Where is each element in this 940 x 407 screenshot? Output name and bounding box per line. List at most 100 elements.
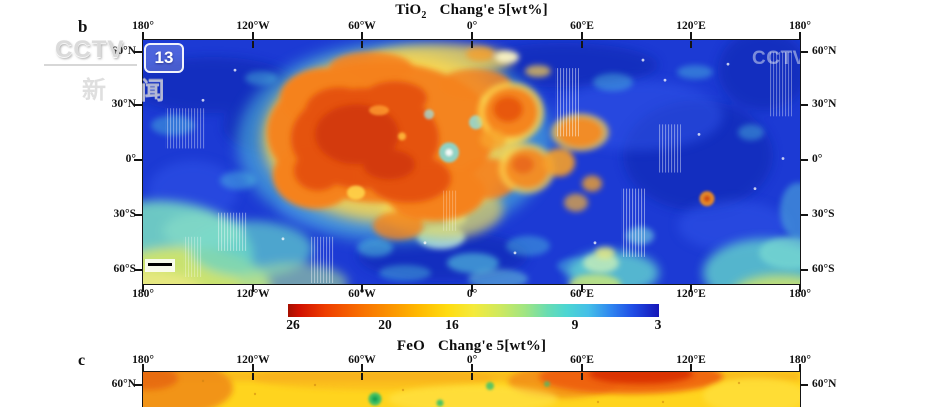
b-top-tickmark xyxy=(142,32,144,40)
cctv-logo-underline xyxy=(44,64,137,66)
b-top-tickmark xyxy=(471,32,473,40)
b-top-tick-120e: 120°E xyxy=(676,20,706,32)
tio2-colorbar xyxy=(288,304,659,317)
b-left-tick-60s: 60°S xyxy=(113,263,137,275)
b-top-tickmark xyxy=(690,32,692,40)
c-left-tick-60n: 60°N xyxy=(111,378,136,390)
colorbar-tick-9: 9 xyxy=(571,317,579,332)
striping-artifacts xyxy=(165,52,792,283)
c-left-tickmark xyxy=(134,384,142,386)
b-right-tick-60n: 60°N xyxy=(812,45,837,57)
c-top-tickmark xyxy=(142,364,144,372)
c-top-tick-0: 0° xyxy=(466,354,478,366)
cctv-corner-watermark: CCTV xyxy=(752,48,800,69)
b-left-tickmark xyxy=(134,159,142,161)
c-top-tickmark xyxy=(361,364,363,372)
c-top-tickmark-inner xyxy=(252,373,254,380)
b-top-tickmark-inner xyxy=(252,41,254,48)
colorbar-tick-20: 20 xyxy=(378,317,392,332)
b-left-tickmark xyxy=(134,104,142,106)
b-right-tick-0: 0° xyxy=(812,153,823,165)
colorbar-tick-3: 3 xyxy=(654,317,662,332)
b-left-tickmark xyxy=(134,269,142,271)
c-right-tickmark xyxy=(800,384,808,386)
c-top-tickmark xyxy=(252,364,254,372)
b-top-tick-180: 180° xyxy=(132,20,154,32)
b-left-tickmark xyxy=(134,214,142,216)
b-top-tickmark xyxy=(361,32,363,40)
c-top-tickmark xyxy=(690,364,692,372)
c-top-tickmark-inner xyxy=(471,373,473,380)
b-right-tickmark xyxy=(800,104,808,106)
cctv-channel-badge: 13 xyxy=(144,43,184,73)
b-left-tick-30s: 30°S xyxy=(113,208,137,220)
b-right-tick-60s: 60°S xyxy=(812,263,835,275)
b-left-tickmark xyxy=(134,51,142,53)
b-right-tick-30s: 30°S xyxy=(812,208,835,220)
b-left-tick-60n: 60°N xyxy=(111,45,136,57)
panel-b-title-subscript: 2 xyxy=(421,10,427,21)
b-bottom-tick-0: 0° xyxy=(466,288,478,300)
c-top-tickmark xyxy=(581,364,583,372)
b-top-tickmark xyxy=(252,32,254,40)
c-top-tickmark xyxy=(799,364,801,372)
tio2-map-raster xyxy=(143,40,800,284)
panel-c-title-rest: Chang'e 5[wt%] xyxy=(437,338,547,354)
b-bottom-tick-60e: 60°E xyxy=(570,288,594,300)
b-left-tick-30n: 30°N xyxy=(111,98,136,110)
panel-b-title-formula: TiO xyxy=(395,2,422,18)
cctv-news-caption: 新 闻 xyxy=(82,77,179,104)
b-top-tick-60w: 60°W xyxy=(348,20,376,32)
b-right-tickmark xyxy=(800,159,808,161)
b-bottom-tick-60w: 60°W xyxy=(348,288,376,300)
c-right-tick-60n: 60°N xyxy=(812,378,837,390)
c-top-tick-120w: 120°W xyxy=(236,354,270,366)
colorbar-tick-16: 16 xyxy=(445,317,459,332)
panel-b-title-rest: Chang'e 5[wt%] xyxy=(439,2,548,18)
c-top-tick-60e: 60°E xyxy=(570,354,594,366)
b-bottom-tickmark xyxy=(142,284,144,292)
b-left-tick-0: 0° xyxy=(125,153,136,165)
c-top-tick-60w: 60°W xyxy=(348,354,376,366)
b-top-tick-60e: 60°E xyxy=(570,20,594,32)
c-top-tick-120e: 120°E xyxy=(676,354,706,366)
c-top-tickmark-inner xyxy=(581,373,583,380)
b-bottom-tick-180: 180° xyxy=(132,288,154,300)
colorbar-tick-26: 26 xyxy=(286,317,300,332)
b-top-tick-120w: 120°W xyxy=(236,20,270,32)
b-bottom-tickmark xyxy=(690,284,692,292)
b-bottom-tick-120w: 120°W xyxy=(236,288,270,300)
scalebar xyxy=(148,263,172,266)
b-top-tick-0: 0° xyxy=(466,20,478,32)
panel-c-title: FeO Chang'e 5[wt%] xyxy=(142,338,801,357)
panel-c-label: c xyxy=(78,352,86,369)
b-bottom-tickmark xyxy=(252,284,254,292)
b-bottom-tick-120e: 120°E xyxy=(676,288,706,300)
cctv-logo-watermark: CCTV xyxy=(55,36,125,63)
b-top-tickmark-inner xyxy=(581,41,583,48)
c-top-tickmark xyxy=(471,364,473,372)
b-top-tickmark-inner xyxy=(471,41,473,48)
b-right-tickmark xyxy=(800,51,808,53)
panel-b-title: TiO2 Chang'e 5[wt%] xyxy=(142,2,801,21)
panel-c-title-formula: FeO xyxy=(396,338,425,354)
b-bottom-tickmark xyxy=(361,284,363,292)
feo-map xyxy=(142,371,801,407)
b-top-tickmark xyxy=(581,32,583,40)
b-right-tickmark xyxy=(800,214,808,216)
b-top-tick-180e: 180° xyxy=(789,20,811,32)
b-right-tick-30n: 30°N xyxy=(812,98,837,110)
b-bottom-tickmark xyxy=(471,284,473,292)
b-bottom-tick-180e: 180° xyxy=(789,288,811,300)
b-bottom-tickmark xyxy=(799,284,801,292)
b-top-tickmark-inner xyxy=(361,41,363,48)
b-right-tickmark xyxy=(800,269,808,271)
c-top-tickmark-inner xyxy=(361,373,363,380)
c-top-tick-180e: 180° xyxy=(789,354,811,366)
tio2-map xyxy=(142,39,801,285)
b-top-tickmark-inner xyxy=(690,41,692,48)
b-bottom-tickmark xyxy=(581,284,583,292)
panel-b-label: b xyxy=(78,17,88,36)
b-top-tickmark xyxy=(799,32,801,40)
